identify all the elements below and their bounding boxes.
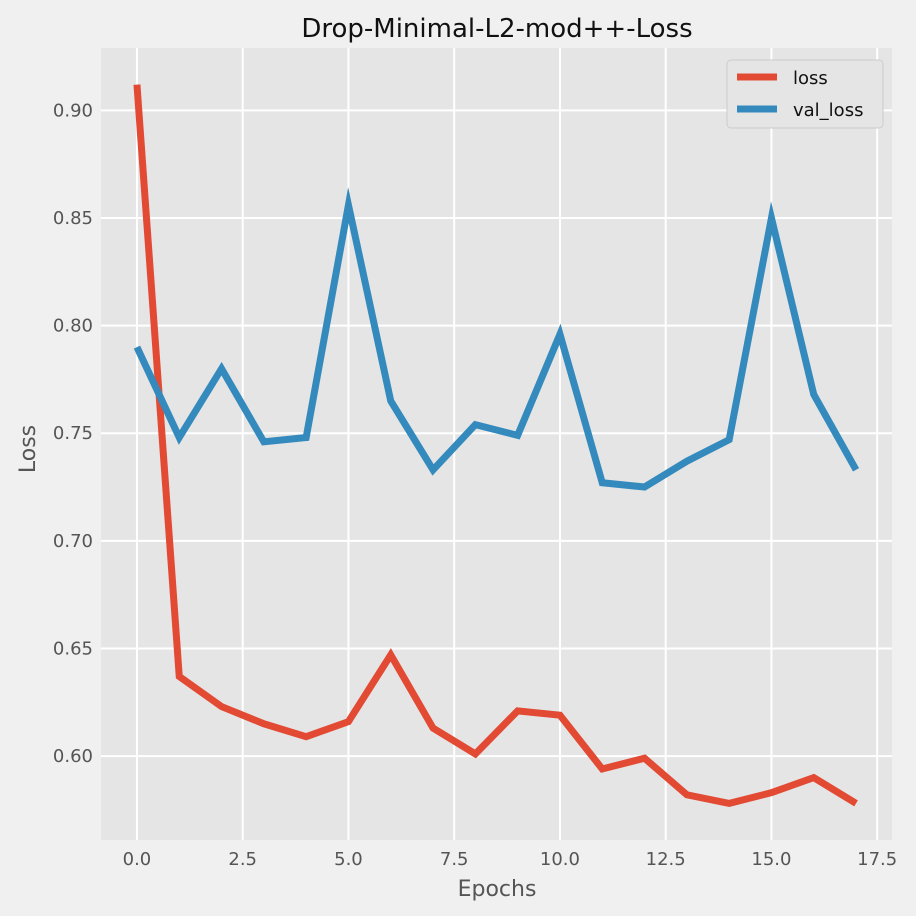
y-axis-ticks: 0.60 0.65 0.70 0.75 0.80 0.85 0.90 <box>53 100 93 767</box>
y-tick-label: 0.85 <box>53 208 93 229</box>
y-tick-label: 0.75 <box>53 423 93 444</box>
y-tick-label: 0.60 <box>53 746 93 767</box>
x-tick-label: 15.0 <box>751 849 791 870</box>
legend: loss val_loss <box>726 59 884 129</box>
y-tick-label: 0.80 <box>53 316 93 337</box>
x-axis-label: Epochs <box>458 877 537 902</box>
grid-lines <box>101 48 892 840</box>
series-line-val-loss <box>133 187 860 491</box>
series-layer <box>133 84 860 807</box>
x-tick-label: 12.5 <box>646 849 686 870</box>
x-tick-label: 7.5 <box>440 849 469 870</box>
y-tick-label: 0.90 <box>53 100 93 121</box>
plot-area <box>101 48 892 840</box>
series-line-loss <box>133 84 858 807</box>
chart-title: Drop-Minimal-L2-mod++-Loss <box>301 14 692 44</box>
x-tick-label: 10.0 <box>540 849 580 870</box>
x-tick-label: 0.0 <box>123 849 152 870</box>
y-tick-label: 0.70 <box>53 531 93 552</box>
legend-label-val-loss: val_loss <box>793 100 863 121</box>
y-axis-label: Loss <box>16 425 41 473</box>
x-tick-label: 2.5 <box>228 849 257 870</box>
legend-label-loss: loss <box>793 68 828 89</box>
x-tick-label: 5.0 <box>334 849 363 870</box>
x-tick-label: 17.5 <box>857 849 897 870</box>
y-tick-label: 0.65 <box>53 638 93 659</box>
x-axis-ticks: 0.0 2.5 5.0 7.5 10.0 12.5 15.0 17.5 <box>123 849 898 870</box>
